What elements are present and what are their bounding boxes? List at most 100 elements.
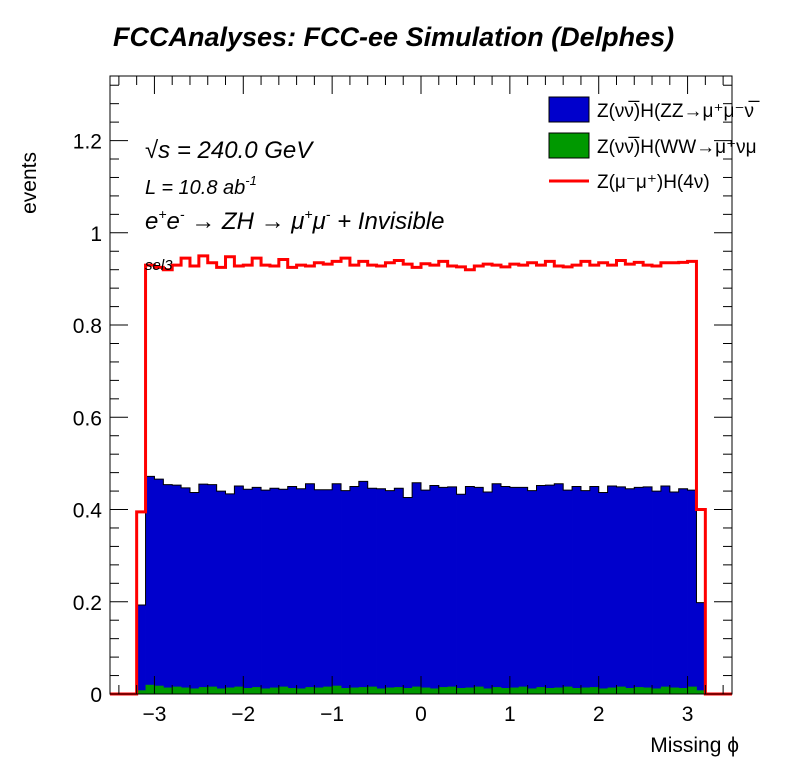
process-tail: + Invisible [330,208,444,235]
process-muon-minus: - [326,206,331,222]
bar-ww-4 [172,686,182,694]
bar-zz-30 [403,497,413,694]
bar-ww-43 [518,686,529,694]
bar-zz-62 [687,490,697,694]
sqrt-s-annotation: √s = 240.0 GeV [145,137,314,164]
process-electron-plus: + [158,206,166,222]
bar-zz-37 [465,486,475,694]
bar-zz-48 [563,490,573,694]
bar-ww-6 [189,688,200,694]
lumi-prefix: L = 10.8 ab [145,177,245,199]
bar-ww-46 [545,688,555,694]
bar-zz-56 [634,487,644,694]
bar-ww-59 [660,686,671,694]
bar-zz-8 [207,484,218,694]
bar-zz-9 [216,491,226,694]
bar-zz-11 [234,486,244,694]
bar-ww-10 [225,687,235,694]
process-annotation: e+e- → ZH → μ+μ- + Invisible [145,206,444,235]
process-muon: μ [290,208,304,235]
y-tick-label-4: 0.8 [73,315,102,338]
bar-zz-13 [252,487,262,694]
y-tick-label-2: 0.4 [73,500,103,523]
bar-zz-19 [305,483,315,694]
series-line-4nu [110,254,732,696]
bar-zz-26 [367,488,377,694]
legend-swatch-ww [548,132,590,159]
histogram-layers [110,254,732,696]
bar-ww-50 [580,687,591,694]
y-axis-title: events [18,152,41,214]
bar-ww-60 [669,687,680,694]
bar-zz-4 [172,485,182,694]
bar-ww-44 [527,688,537,694]
bar-zz-16 [278,489,289,694]
x-axis-title: Missing ϕ [650,734,739,757]
bar-ww-63 [696,690,706,694]
selection-label: sel3 [145,257,173,274]
bar-zz-45 [536,485,546,694]
bar-zz-50 [580,490,591,694]
bar-zz-60 [669,491,680,694]
bar-zz-38 [474,487,484,694]
bar-ww-56 [634,687,644,694]
bar-zz-55 [625,488,635,694]
bar-zz-12 [243,489,253,694]
bar-ww-40 [492,687,502,694]
bar-ww-45 [536,687,546,694]
y-tick-label-1: 0.2 [73,592,102,615]
bar-ww-62 [687,686,697,694]
bar-ww-3 [163,687,173,694]
bar-zz-54 [616,486,626,694]
bar-ww-49 [572,688,582,694]
bar-ww-5 [181,687,191,694]
bar-zz-14 [261,490,271,694]
bar-ww-21 [323,686,333,694]
bar-zz-40 [492,483,502,694]
bar-zz-0 [136,604,146,694]
bar-ww-35 [447,686,457,694]
y-tick-label-3: 0.6 [73,407,102,430]
x-tick-label-3: 0 [415,703,427,726]
bar-zz-33 [429,485,440,694]
bar-ww-31 [412,686,422,694]
bar-zz-32 [421,490,431,694]
bar-zz-58 [652,491,662,694]
x-tick-label-5: 2 [593,703,605,726]
chart-title: FCCAnalyses: FCC-ee Simulation (Delphes) [113,22,674,52]
x-tick-label-0: −3 [142,703,166,726]
bar-ww-32 [421,687,431,694]
bar-zz-22 [332,483,342,694]
bar-ww-20 [314,687,324,694]
bar-ww-48 [563,686,573,694]
bar-ww-57 [643,687,653,694]
bar-zz-24 [349,486,360,694]
legend-label-4nu: Z(μ⁻μ⁺)H(4ν) [597,172,710,193]
sqrt-s-symbol: √s [145,137,170,164]
bar-zz-43 [518,487,529,694]
legend-swatch-zz [548,96,590,123]
bar-ww-17 [287,688,297,694]
bar-ww-7 [198,687,209,694]
legend: Z(νν̅)H(ZZ→μ⁺μ⁻ν̅ Z(νν̅)H(WW→μ⁺νμ Z(μ⁻μ⁺… [548,96,760,193]
x-tick-label-6: 3 [682,703,694,726]
bar-ww-26 [367,686,377,694]
bar-zz-61 [678,488,688,694]
bar-zz-31 [412,482,422,694]
bar-ww-8 [207,686,218,694]
bar-zz-51 [589,486,600,694]
process-muon-2: μ [312,208,326,235]
bar-ww-58 [652,688,662,694]
luminosity-annotation: L = 10.8 ab-1 [145,173,257,199]
bar-ww-47 [554,687,564,694]
bar-zz-57 [643,486,653,694]
bar-zz-41 [500,486,511,694]
bar-ww-54 [616,686,626,694]
bar-ww-9 [216,688,226,694]
bar-zz-6 [189,492,200,694]
bar-ww-19 [305,687,315,694]
process-arrow: → ZH → [185,208,292,235]
bar-ww-15 [269,687,280,694]
bar-zz-2 [154,479,164,694]
